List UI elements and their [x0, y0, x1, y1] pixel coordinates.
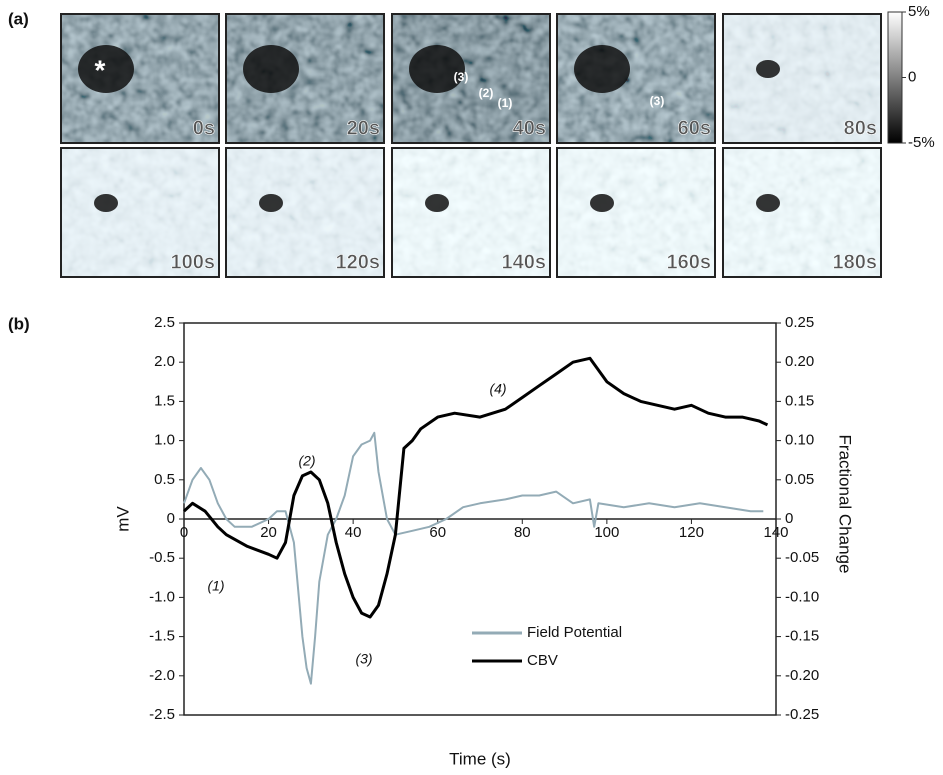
y-tick-label: -2.0 — [149, 667, 175, 684]
y2-tick-label: -0.05 — [785, 549, 819, 566]
frame-label: 180s — [833, 251, 878, 273]
image-tile: 120s — [225, 147, 385, 278]
annotation: (1) — [207, 578, 224, 594]
x-axis-label: Time (s) — [449, 749, 511, 768]
image-tile: 160s — [556, 147, 716, 278]
frame-label: 20s — [347, 117, 380, 139]
y2-axis-label: Fractional Change — [836, 435, 855, 574]
colorbar-label: -5% — [908, 134, 935, 151]
image-tile: 60s — [556, 13, 716, 144]
tile-noise — [226, 148, 384, 277]
tile-border — [60, 13, 220, 144]
y2-tick-label: -0.10 — [785, 588, 819, 605]
y2-tick-label: -0.20 — [785, 667, 819, 684]
frame-label: 40s — [513, 117, 546, 139]
image-tile: 0s — [60, 13, 220, 144]
series-line — [183, 431, 764, 685]
panel-label: (a) — [8, 9, 29, 28]
annotation: (2) — [298, 453, 315, 469]
y2-tick-label: 0.05 — [785, 471, 814, 488]
tile-noise — [723, 14, 881, 143]
y-tick-label: -2.5 — [149, 706, 175, 723]
frame-label: 140s — [502, 251, 547, 273]
frame-label: 120s — [336, 251, 381, 273]
frame-label: 60s — [678, 117, 711, 139]
image-tile: 180s — [722, 147, 882, 278]
y-tick-label: -1.5 — [149, 628, 175, 645]
tile-border — [60, 147, 220, 278]
y2-tick-label: -0.25 — [785, 706, 819, 723]
tile-blob — [756, 60, 780, 78]
legend-label: Field Potential — [527, 624, 622, 641]
tile-blob — [78, 45, 134, 93]
series-line — [182, 356, 769, 619]
tile-noise — [723, 148, 881, 277]
tile-blob — [574, 45, 630, 93]
y-tick-label: 0 — [167, 510, 175, 527]
tile-blob — [259, 194, 283, 212]
image-tile: 100s — [60, 147, 220, 278]
tile-blob — [756, 194, 780, 212]
tile-border — [556, 147, 716, 278]
x-tick-label: 0 — [180, 524, 188, 541]
tile-annotation: (2) — [479, 86, 494, 100]
y-tick-label: 1.5 — [154, 392, 175, 409]
y2-tick-label: -0.15 — [785, 628, 819, 645]
x-tick-label: 100 — [594, 524, 619, 541]
tile-border — [225, 13, 385, 144]
tile-border — [391, 147, 551, 278]
tile-border — [225, 147, 385, 278]
image-tile: 140s — [391, 147, 551, 278]
x-tick-label: 40 — [345, 524, 362, 541]
y2-tick-label: 0.20 — [785, 353, 814, 370]
tile-border — [722, 147, 882, 278]
frame-label: 160s — [667, 251, 712, 273]
tile-border — [556, 13, 716, 144]
tile-blob — [590, 194, 614, 212]
tile-annotation: (1) — [498, 96, 513, 110]
colorbar-label: 0 — [908, 68, 916, 85]
tile-border — [391, 13, 551, 144]
x-tick-label: 60 — [429, 524, 446, 541]
frame-label: 100s — [171, 251, 216, 273]
panel-label: (b) — [8, 314, 30, 333]
y2-tick-label: 0.10 — [785, 432, 814, 449]
x-tick-label: 120 — [679, 524, 704, 541]
x-tick-label: 80 — [514, 524, 531, 541]
y-axis-label: mV — [113, 506, 132, 532]
y-tick-label: -0.5 — [149, 549, 175, 566]
tile-noise — [557, 148, 715, 277]
tile-annotation: (3) — [650, 94, 665, 108]
tile-blob — [94, 194, 118, 212]
y-tick-label: -1.0 — [149, 588, 175, 605]
y2-tick-label: 0.15 — [785, 392, 814, 409]
y-tick-label: 2.0 — [154, 353, 175, 370]
frame-label: 0s — [193, 117, 215, 139]
x-tick-label: 20 — [260, 524, 277, 541]
annotation: (3) — [355, 651, 372, 667]
image-tile: 40s — [391, 13, 551, 144]
legend-label: CBV — [527, 652, 558, 669]
y2-tick-label: 0 — [785, 510, 793, 527]
x-tick-label: 140 — [763, 524, 788, 541]
y-tick-label: 2.5 — [154, 314, 175, 331]
frame-label: 80s — [844, 117, 877, 139]
colorbar — [887, 11, 903, 144]
tile-border — [722, 13, 882, 144]
tile-blob — [243, 45, 299, 93]
tile-annotation: * — [95, 54, 106, 85]
y-tick-label: 1.0 — [154, 432, 175, 449]
tile-annotation: (3) — [454, 70, 469, 84]
tile-noise — [61, 148, 219, 277]
annotation: (4) — [489, 381, 506, 397]
y-tick-label: 0.5 — [154, 471, 175, 488]
image-tile: 80s — [722, 13, 882, 144]
tile-blob — [409, 45, 465, 93]
y2-tick-label: 0.25 — [785, 314, 814, 331]
tile-noise — [392, 148, 550, 277]
tile-blob — [425, 194, 449, 212]
image-tile: 20s — [225, 13, 385, 144]
colorbar-label: 5% — [908, 3, 930, 20]
